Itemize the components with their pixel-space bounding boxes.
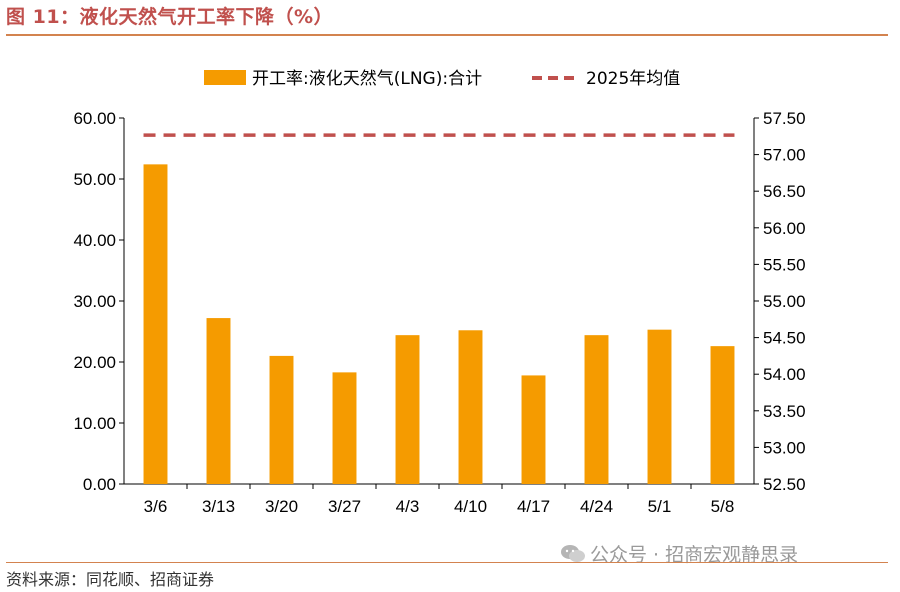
bar <box>332 372 357 484</box>
bar <box>143 164 168 485</box>
x-tick-label: 4/17 <box>517 497 550 516</box>
bar <box>647 329 672 484</box>
x-tick-label: 3/6 <box>144 497 168 516</box>
y-right-tick-label: 55.00 <box>763 292 806 311</box>
bottom-rule <box>6 562 888 563</box>
x-tick-label: 4/24 <box>580 497 613 516</box>
source-note: 资料来源：同花顺、招商证券 <box>6 570 215 589</box>
plot-area: 0.00 10.00 20.00 30.00 40.00 50.00 60.00 52.50 5… <box>73 109 805 516</box>
x-tick-label: 3/13 <box>202 497 235 516</box>
y-right-tick-label: 55.50 <box>763 255 806 274</box>
y-right-tick-label: 56.50 <box>763 182 806 201</box>
x-tick-label: 4/10 <box>454 497 487 516</box>
y-right-tick-label: 52.50 <box>763 475 806 494</box>
figure-title: 图 11：液化天然气开工率下降（%） <box>6 6 334 28</box>
bar <box>458 330 483 484</box>
y-left-tick-label: 0.00 <box>83 475 116 494</box>
legend-bar-label: 开工率:液化天然气(LNG):合计 <box>252 69 482 89</box>
y-left-tick-label: 20.00 <box>73 353 116 372</box>
y-right-tick-label: 57.50 <box>763 109 806 128</box>
y-left-tick-label: 40.00 <box>73 231 116 250</box>
y-right-tick-label: 54.00 <box>763 365 806 384</box>
legend-bar-swatch <box>204 70 246 85</box>
x-tick-label: 5/1 <box>648 497 672 516</box>
legend: 开工率:液化天然气(LNG):合计 2025年均值 <box>204 69 680 89</box>
y-right-tick-label: 54.50 <box>763 329 806 348</box>
bar <box>395 335 420 484</box>
y-left-tick-label: 50.00 <box>73 170 116 189</box>
y-right-tick-label: 53.00 <box>763 438 806 457</box>
x-tick-label: 4/3 <box>396 497 420 516</box>
watermark: 公众号 · 招商宏观静思录 <box>560 540 798 567</box>
y-right-tick-label: 56.00 <box>763 219 806 238</box>
y-right-tick-label: 53.50 <box>763 402 806 421</box>
x-tick-label: 5/8 <box>711 497 735 516</box>
legend-avg-label: 2025年均值 <box>586 69 680 89</box>
y-left-tick-label: 30.00 <box>73 292 116 311</box>
wechat-icon <box>561 545 585 562</box>
bar <box>521 375 546 484</box>
bar <box>710 346 735 484</box>
y-left-tick-label: 10.00 <box>73 414 116 433</box>
y-right-tick-label: 57.00 <box>763 146 806 165</box>
bar <box>206 318 231 484</box>
title-rule <box>6 34 888 36</box>
bar <box>584 335 609 484</box>
watermark-text: 公众号 · 招商宏观静思录 <box>590 544 799 566</box>
bar <box>269 355 294 484</box>
y-left-tick-label: 60.00 <box>73 109 116 128</box>
x-tick-label: 3/20 <box>265 497 298 516</box>
x-tick-label: 3/27 <box>328 497 361 516</box>
chart: 开工率:液化天然气(LNG):合计 2025年均值 0.00 10.00 20.00… <box>73 69 805 516</box>
